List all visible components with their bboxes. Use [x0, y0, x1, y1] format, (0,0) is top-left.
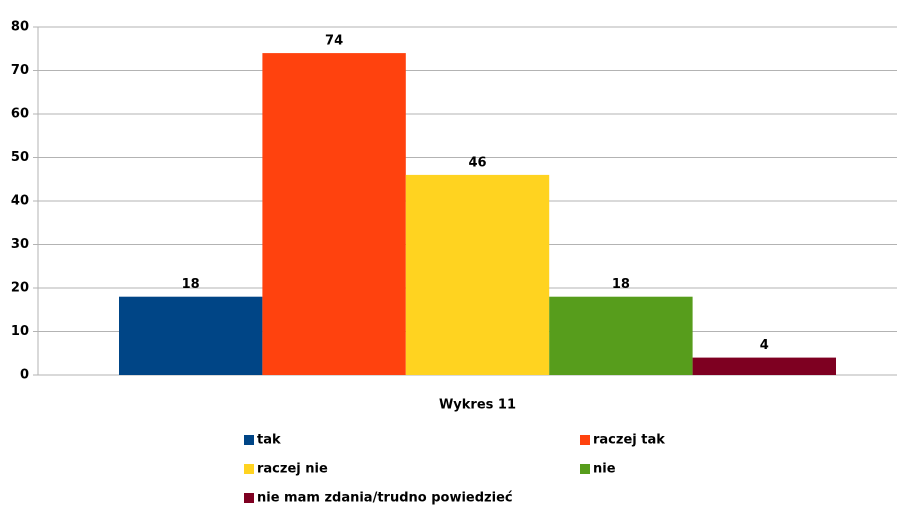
data-label: 18	[182, 277, 200, 292]
data-label: 4	[760, 338, 769, 353]
legend-swatch	[580, 435, 590, 445]
legend-label: raczej tak	[593, 433, 665, 448]
y-tick-label: 10	[11, 324, 29, 339]
legend-swatch	[244, 493, 254, 503]
legend-label: nie mam zdania/trudno powiedzieć	[257, 491, 513, 506]
y-tick-label: 80	[11, 20, 29, 35]
bar	[549, 296, 693, 375]
y-tick-label: 50	[11, 150, 29, 165]
legend-label: nie	[593, 462, 616, 477]
y-tick-label: 30	[11, 237, 29, 252]
y-tick-label: 40	[11, 194, 29, 209]
bar	[692, 357, 836, 375]
y-tick-label: 70	[11, 63, 29, 78]
bar	[262, 53, 406, 375]
legend-swatch	[244, 435, 254, 445]
bar	[119, 296, 263, 375]
x-tick-label: Wykres 11	[439, 398, 516, 413]
data-label: 46	[468, 155, 486, 170]
bar	[405, 174, 550, 375]
y-tick-label: 60	[11, 107, 29, 122]
legend-swatch	[580, 464, 590, 474]
y-tick-label: 20	[11, 281, 29, 296]
y-tick-label: 0	[20, 368, 29, 383]
legend-label: raczej nie	[257, 462, 328, 477]
data-label: 74	[325, 34, 343, 49]
legend-swatch	[244, 464, 254, 474]
legend-label: tak	[257, 433, 281, 448]
data-label: 18	[612, 277, 630, 292]
